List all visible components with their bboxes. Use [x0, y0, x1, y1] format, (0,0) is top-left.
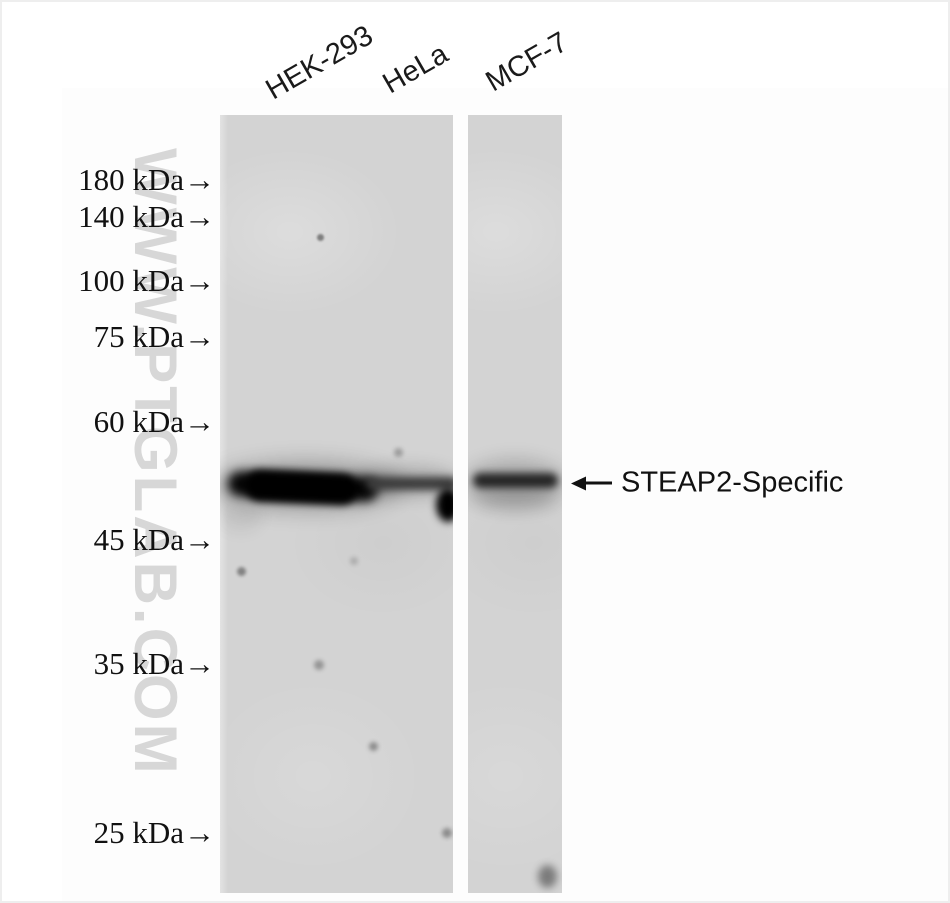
mw-marker-100: 100 kDa→: [78, 263, 215, 298]
speck: [317, 234, 324, 241]
speck: [394, 448, 403, 457]
mw-marker-75: 75 kDa→: [93, 319, 215, 354]
mw-marker-60: 60 kDa→: [93, 404, 215, 439]
mw-marker-25: 25 kDa→: [93, 815, 215, 850]
speck: [442, 828, 452, 838]
mw-marker-140: 140 kDa→: [78, 199, 215, 234]
hela-band: [366, 477, 453, 490]
speck: [350, 557, 358, 565]
watermark: WWW.PTGLAB.COM: [122, 148, 189, 777]
left-arrow-icon: [571, 476, 612, 490]
mcf7-band: [473, 473, 558, 488]
mcf7-band-shadow: [472, 485, 558, 511]
mw-marker-180: 180 kDa→: [78, 162, 215, 197]
mw-marker-45: 45 kDa→: [93, 522, 215, 557]
band-annotation: STEAP2-Specific: [571, 467, 843, 500]
band-annotation-label: STEAP2-Specific: [621, 466, 844, 499]
speck: [314, 660, 324, 670]
panel1-edge-blob: [436, 488, 453, 522]
mw-marker-35: 35 kDa→: [93, 646, 215, 681]
speck: [237, 567, 246, 576]
blot-panel-1: [220, 115, 453, 893]
panel1-smudge: [220, 503, 262, 531]
speck: [369, 742, 378, 751]
blot-panel-2: [468, 115, 562, 893]
hek293-band-core: [244, 469, 358, 506]
panel2-smudge: [538, 865, 557, 888]
